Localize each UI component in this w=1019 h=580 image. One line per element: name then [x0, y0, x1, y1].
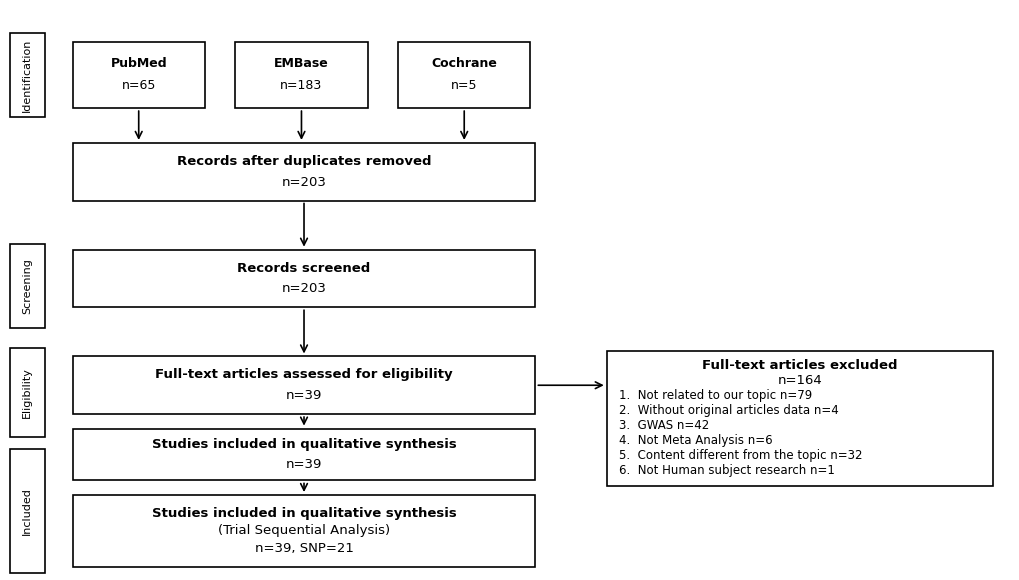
FancyBboxPatch shape: [72, 495, 535, 567]
Text: (Trial Sequential Analysis): (Trial Sequential Analysis): [218, 524, 389, 538]
FancyBboxPatch shape: [9, 33, 45, 117]
FancyBboxPatch shape: [606, 350, 993, 486]
Text: n=39: n=39: [285, 458, 322, 472]
Text: Eligibility: Eligibility: [22, 367, 33, 418]
Text: n=203: n=203: [281, 282, 326, 295]
Text: n=164: n=164: [776, 374, 821, 386]
Text: Studies included in qualitative synthesis: Studies included in qualitative synthesi…: [152, 438, 455, 451]
Text: EMBase: EMBase: [274, 57, 328, 70]
FancyBboxPatch shape: [72, 356, 535, 414]
FancyBboxPatch shape: [72, 249, 535, 307]
Text: 4.  Not Meta Analysis n=6: 4. Not Meta Analysis n=6: [619, 434, 771, 447]
Text: PubMed: PubMed: [110, 57, 167, 70]
FancyBboxPatch shape: [9, 449, 45, 573]
Text: n=203: n=203: [281, 176, 326, 189]
FancyBboxPatch shape: [72, 143, 535, 201]
Text: Cochrane: Cochrane: [431, 57, 496, 70]
Text: 3.  GWAS n=42: 3. GWAS n=42: [619, 419, 708, 432]
FancyBboxPatch shape: [72, 42, 205, 108]
Text: Records after duplicates removed: Records after duplicates removed: [176, 155, 431, 168]
Text: Screening: Screening: [22, 258, 33, 314]
Text: n=39, SNP=21: n=39, SNP=21: [255, 542, 354, 555]
Text: n=183: n=183: [280, 79, 322, 92]
Text: 5.  Content different from the topic n=32: 5. Content different from the topic n=32: [619, 448, 861, 462]
Text: 2.  Without original articles data n=4: 2. Without original articles data n=4: [619, 404, 838, 416]
FancyBboxPatch shape: [235, 42, 367, 108]
FancyBboxPatch shape: [9, 244, 45, 328]
Text: 1.  Not related to our topic n=79: 1. Not related to our topic n=79: [619, 389, 811, 401]
Text: n=39: n=39: [285, 389, 322, 402]
Text: Full-text articles assessed for eligibility: Full-text articles assessed for eligibil…: [155, 368, 452, 382]
Text: Identification: Identification: [22, 38, 33, 112]
FancyBboxPatch shape: [9, 348, 45, 437]
Text: Records screened: Records screened: [237, 262, 370, 274]
Text: 6.  Not Human subject research n=1: 6. Not Human subject research n=1: [619, 463, 834, 477]
Text: Full-text articles excluded: Full-text articles excluded: [701, 358, 897, 372]
Text: Included: Included: [22, 487, 33, 535]
Text: n=5: n=5: [450, 79, 477, 92]
FancyBboxPatch shape: [72, 429, 535, 480]
FancyBboxPatch shape: [397, 42, 530, 108]
Text: n=65: n=65: [121, 79, 156, 92]
Text: Studies included in qualitative synthesis: Studies included in qualitative synthesi…: [152, 507, 455, 520]
